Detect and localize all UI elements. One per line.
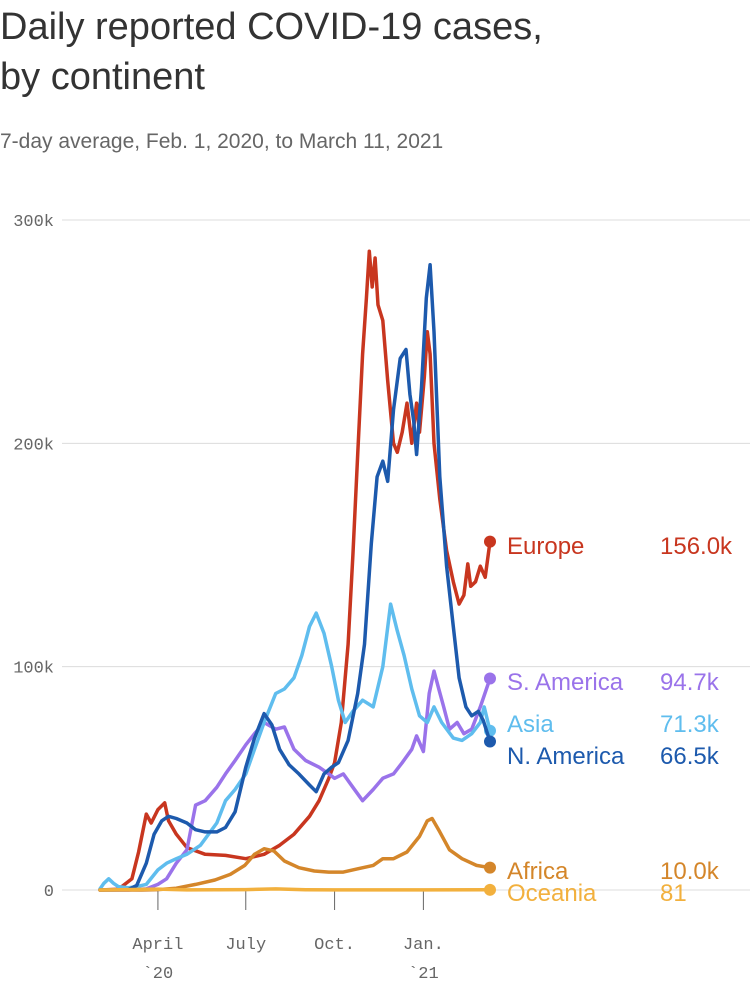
series-value-label: 81 [660,880,687,907]
y-tick-label: 200k [13,436,54,455]
chart-subtitle: 7-day average, Feb. 1, 2020, to March 11… [0,130,444,153]
series-lines [98,249,496,896]
end-point-marker [484,861,496,874]
gridlines [62,219,750,891]
x-tick-label: April [132,936,183,955]
end-point-marker [484,535,496,548]
series-name-label: N. America [507,743,625,770]
series-name-label: Europe [507,533,584,560]
x-tick-label: July [225,936,266,955]
series-value-label: 66.5k [660,743,720,770]
y-tick-label: 0 [44,883,54,902]
series-line-asia [98,602,492,891]
y-tick-label: 300k [13,213,54,232]
x-tick-year-label: `20 [143,965,174,984]
end-point-marker [484,735,496,748]
x-tick-label: Jan. [403,936,444,955]
series-name-label: Africa [507,858,569,885]
series-line-s-america [98,669,492,892]
y-axis: 0 100k 200k 300k [13,213,54,902]
series-value-label: 10.0k [660,858,720,885]
x-axis: April `20 July Oct. Jan. `21 [132,890,444,984]
series-name-label: Oceania [507,880,597,907]
chart-title: Daily reported COVID-19 cases, by contin… [0,6,543,98]
y-tick-label: 100k [13,660,54,679]
series-name-label: Asia [507,711,554,738]
series-labels: Europe 156.0k S. America 94.7k Asia 71.3k N. A… [507,533,733,907]
x-tick-year-label: `21 [408,965,439,984]
end-point-marker [484,672,496,685]
end-point-marker [484,883,496,896]
series-name-label: S. America [507,669,624,696]
x-tick-label: Oct. [314,936,355,955]
series-line-n-america [98,262,492,892]
series-value-label: 156.0k [660,533,733,560]
series-line-africa [98,816,492,892]
series-value-label: 71.3k [660,711,720,738]
series-value-label: 94.7k [660,669,720,696]
series-line-oceania [98,887,492,892]
series-line-europe [98,249,492,892]
